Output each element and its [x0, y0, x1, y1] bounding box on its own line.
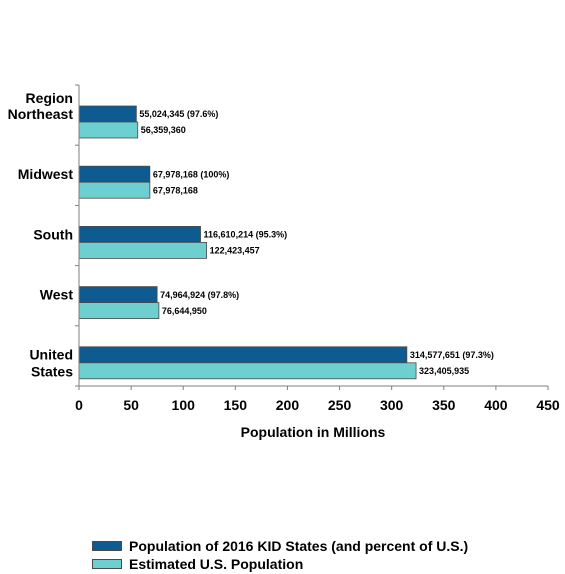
bar-kid-0: [78, 105, 137, 123]
x-tick-label-9: 450: [536, 397, 560, 413]
legend-label-kid: Population of 2016 KID States (and perce…: [129, 538, 469, 554]
bar-kid-4: [78, 346, 408, 364]
x-tick-label-2: 100: [172, 397, 196, 413]
bar-us-3: [78, 302, 160, 320]
bar-us-1: [78, 181, 151, 199]
category-label-1: Midwest: [18, 166, 74, 182]
data-label-us-2: 122,423,457: [210, 246, 260, 256]
legend: Population of 2016 KID States (and perce…: [92, 537, 468, 573]
x-tick-label-1: 50: [123, 397, 139, 413]
legend-item-kid: Population of 2016 KID States (and perce…: [92, 537, 468, 555]
data-label-kid-4: 314,577,651 (97.3%): [410, 350, 494, 360]
x-tick-label-6: 300: [380, 397, 404, 413]
data-label-us-4: 323,405,935: [419, 366, 469, 376]
x-tick-label-8: 400: [484, 397, 508, 413]
data-label-kid-2: 116,610,214 (95.3%): [204, 230, 288, 240]
category-label-2: South: [33, 226, 73, 242]
data-label-us-0: 56,359,360: [141, 125, 186, 135]
legend-swatch-us: [92, 559, 122, 569]
bar-kid-2: [78, 225, 201, 243]
data-label-us-3: 76,644,950: [162, 306, 207, 316]
legend-swatch-kid: [92, 541, 122, 551]
category-label-3: West: [40, 287, 74, 303]
category-label-0: Northeast: [8, 106, 74, 122]
x-tick-label-7: 350: [432, 397, 456, 413]
x-axis-title: Population in Millions: [241, 424, 386, 440]
bar-kid-1: [78, 165, 151, 183]
bar-us-2: [78, 241, 207, 259]
data-label-kid-1: 67,978,168 (100%): [153, 169, 230, 179]
data-label-us-1: 67,978,168: [153, 185, 198, 195]
x-tick-label-4: 200: [276, 397, 300, 413]
bar-us-0: [78, 121, 139, 139]
legend-label-us: Estimated U.S. Population: [129, 556, 304, 572]
category-axis-header: Region: [26, 90, 73, 106]
data-label-kid-0: 55,024,345 (97.6%): [139, 109, 218, 119]
x-tick-label-5: 250: [328, 397, 352, 413]
x-tick-label-0: 0: [75, 397, 83, 413]
bar-kid-3: [78, 286, 158, 304]
legend-item-us: Estimated U.S. Population: [92, 555, 468, 573]
data-label-kid-3: 74,964,924 (97.8%): [160, 290, 239, 300]
x-tick-label-3: 150: [224, 397, 248, 413]
bar-us-4: [78, 362, 417, 380]
category-label-4: United States: [29, 346, 73, 379]
